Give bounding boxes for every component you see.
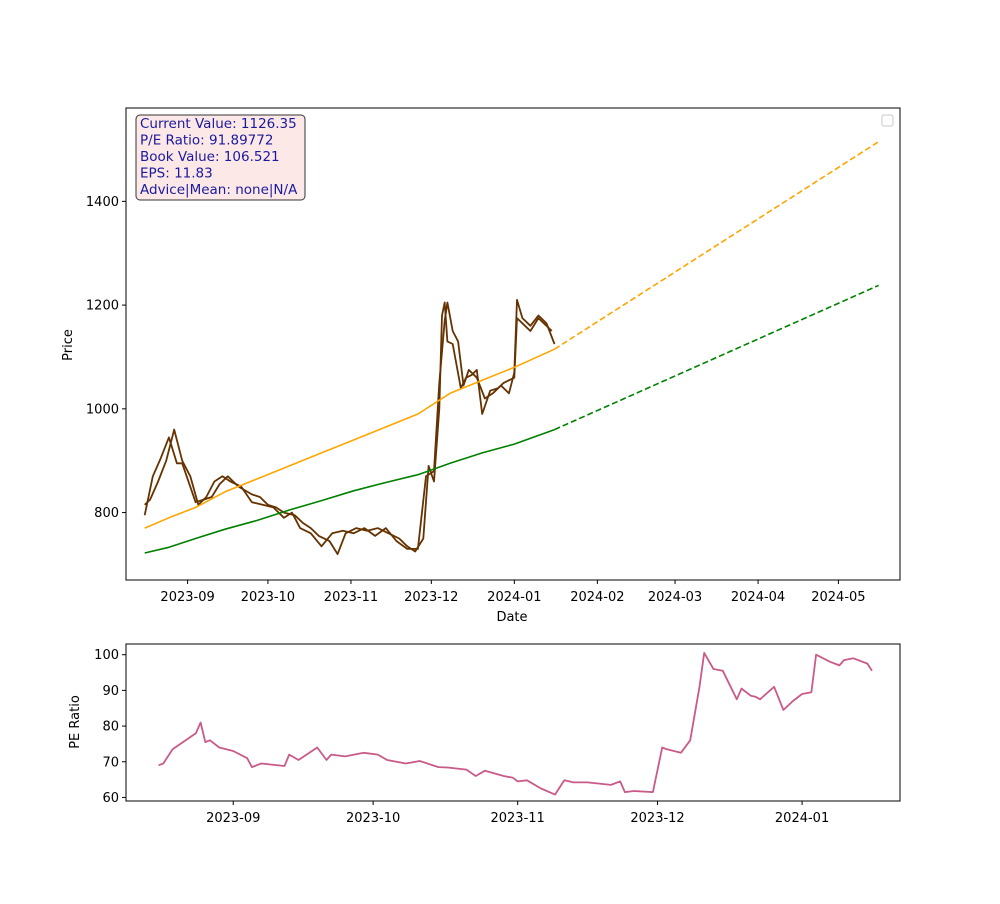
price-y-axis-label: Price [61, 329, 76, 361]
price-x-tick-label: 2023-12 [404, 590, 458, 605]
info-box: Current Value: 1126.35 P/E Ratio: 91.897… [135, 114, 306, 201]
price-x-ticks: 2023-09 2023-10 2023-11 2023-12 2024-01 2024-… [160, 580, 866, 605]
price-x-tick-label: 2023-11 [324, 590, 378, 605]
price-x-tick-label: 2023-10 [241, 590, 295, 605]
price-x-tick-label: 2023-09 [160, 590, 214, 605]
pe-y-tick-label: 100 [94, 648, 119, 663]
price-upper-projection-line [554, 141, 880, 350]
pe-axes-frame [125, 643, 901, 802]
pe-series-group [158, 652, 873, 796]
pe-y-tick-label: 60 [102, 791, 119, 806]
price-lower-trend-line [144, 428, 555, 554]
info-advice-mean: Advice|Mean: none|N/A [140, 182, 298, 198]
price-y-ticks: 800 1000 1200 1400 [86, 195, 126, 521]
price-upper-trend-line [144, 348, 555, 529]
price-price-a-line [143, 301, 553, 555]
price-series-group [143, 141, 880, 555]
price-panel: 2023-09 2023-10 2023-11 2023-12 2024-01 2024-… [61, 107, 901, 625]
price-price-b-line [144, 298, 556, 550]
pe-y-tick-label: 70 [102, 755, 119, 770]
price-x-tick-label: 2024-01 [487, 590, 541, 605]
price-x-tick-label: 2024-03 [648, 590, 702, 605]
price-x-axis-label: Date [496, 610, 527, 625]
price-axes-frame [125, 107, 901, 581]
price-y-tick-label: 1400 [86, 195, 119, 210]
pe-x-tick-label: 2023-11 [490, 811, 544, 826]
info-book-value: Book Value: 106.521 [140, 149, 280, 165]
pe-x-tick-label: 2023-09 [206, 811, 260, 826]
pe-x-tick-label: 2023-10 [346, 811, 400, 826]
legend-box [881, 114, 894, 127]
price-y-tick-label: 800 [94, 506, 119, 521]
pe-y-tick-label: 80 [102, 720, 119, 735]
pe-x-tick-label: 2023-12 [630, 811, 684, 826]
price-x-tick-label: 2024-05 [811, 590, 865, 605]
price-y-tick-label: 1200 [86, 299, 119, 314]
info-pe-ratio: P/E Ratio: 91.89772 [140, 133, 273, 149]
pe-y-axis-label: PE Ratio [68, 695, 83, 749]
price-lower-projection-line [554, 284, 879, 431]
pe-y-ticks: 60 70 80 90 100 [94, 648, 126, 806]
pe-x-tick-label: 2024-01 [775, 811, 829, 826]
info-current-value: Current Value: 1126.35 [140, 116, 297, 132]
price-x-tick-label: 2024-02 [570, 590, 624, 605]
pe-ratio-panel: 2023-09 2023-10 2023-11 2023-12 2024-01 60 70… [68, 643, 901, 826]
pe-y-tick-label: 90 [102, 684, 119, 699]
pe-x-ticks: 2023-09 2023-10 2023-11 2023-12 2024-01 [206, 801, 829, 826]
price-x-tick-label: 2024-04 [731, 590, 785, 605]
pe-pe-ratio-line [158, 652, 873, 796]
price-y-tick-label: 1000 [86, 402, 119, 417]
info-box-background [135, 114, 306, 201]
info-eps: EPS: 11.83 [140, 166, 213, 182]
